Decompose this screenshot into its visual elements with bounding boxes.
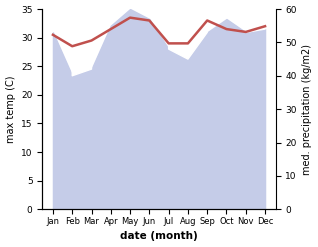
Y-axis label: med. precipitation (kg/m2): med. precipitation (kg/m2) [302,44,313,175]
Y-axis label: max temp (C): max temp (C) [5,75,16,143]
X-axis label: date (month): date (month) [120,231,198,242]
